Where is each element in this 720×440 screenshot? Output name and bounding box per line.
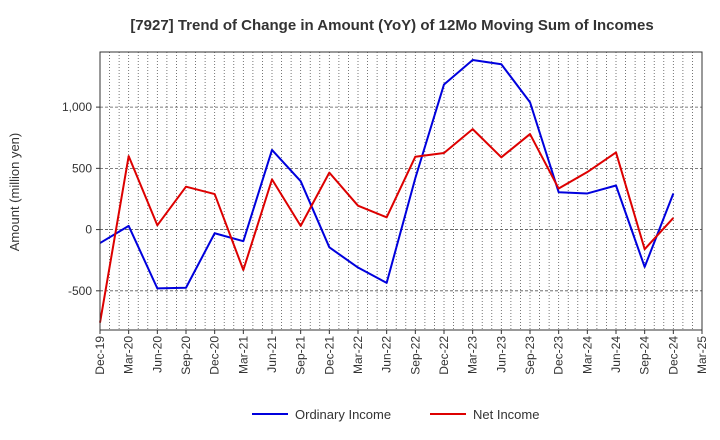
- x-tick-label: Dec-19: [93, 336, 107, 375]
- x-tick-label: Mar-21: [236, 336, 250, 374]
- x-tick-label: Jun-22: [380, 336, 394, 373]
- y-axis-ticks: -500 0 500 1,000: [62, 100, 100, 298]
- x-tick-label: Mar-20: [122, 336, 136, 374]
- y-tick-label: 1,000: [62, 100, 92, 114]
- x-tick-label: Mar-22: [351, 336, 365, 374]
- y-tick-label: -500: [68, 284, 92, 298]
- series-line-0: [99, 58, 675, 290]
- x-tick-label: Jun-21: [265, 336, 279, 373]
- legend-label-0: Ordinary Income: [295, 407, 391, 422]
- grid: [100, 52, 702, 330]
- x-tick-label: Dec-22: [437, 336, 451, 375]
- x-axis-ticks: Dec-19 Mar-20 Jun-20 Sep-20 Dec-20 Mar-21 Jun-…: [93, 330, 709, 375]
- series-line-1: [99, 128, 675, 323]
- plot-frame: [99, 51, 703, 331]
- x-tick-label: Mar-24: [580, 336, 594, 374]
- x-tick-label: Dec-23: [552, 336, 566, 375]
- legend-label-1: Net Income: [473, 407, 539, 422]
- y-tick-label: 0: [85, 223, 92, 237]
- x-tick-label: Mar-25: [695, 336, 709, 374]
- y-tick-label: 500: [72, 161, 92, 175]
- x-tick-label: Sep-21: [294, 336, 308, 375]
- x-tick-label: Sep-22: [408, 336, 422, 375]
- chart-title: [7927] Trend of Change in Amount (YoY) o…: [130, 17, 653, 34]
- x-tick-label: Jun-24: [609, 336, 623, 373]
- x-tick-label: Sep-23: [523, 336, 537, 375]
- x-tick-label: Dec-21: [322, 336, 336, 375]
- x-tick-label: Jun-20: [150, 336, 164, 373]
- y-axis-label: Amount (million yen): [7, 133, 22, 252]
- x-tick-label: Sep-24: [638, 336, 652, 375]
- x-tick-label: Dec-24: [666, 336, 680, 375]
- series-lines: [99, 58, 675, 323]
- legend: Ordinary Income Net Income: [252, 407, 539, 422]
- x-tick-label: Dec-20: [208, 336, 222, 375]
- x-tick-label: Mar-23: [466, 336, 480, 374]
- x-tick-label: Jun-23: [494, 336, 508, 373]
- x-tick-label: Sep-20: [179, 336, 193, 375]
